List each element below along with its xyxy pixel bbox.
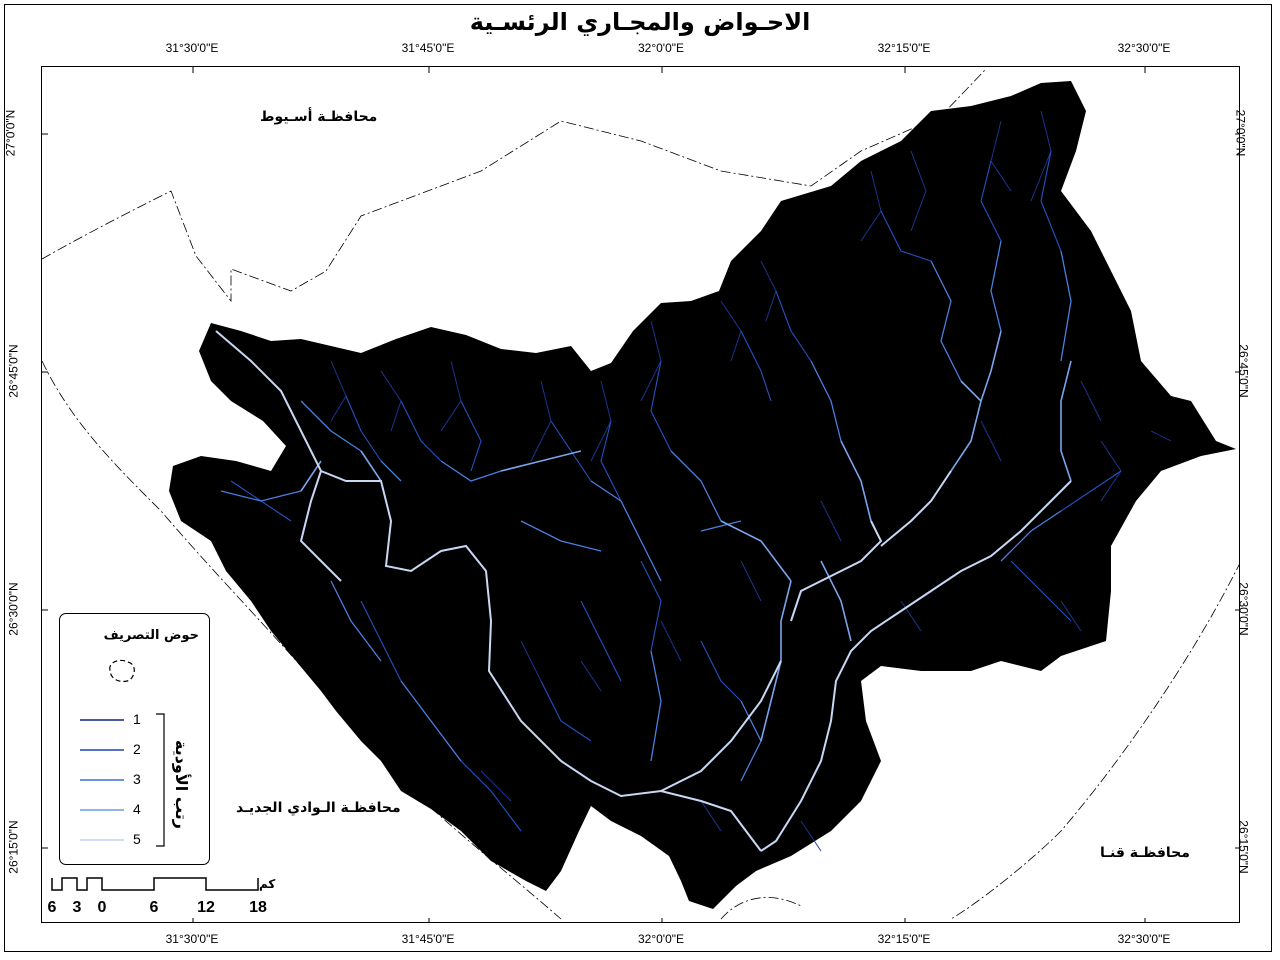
lon-label-top: 31°45'0"E <box>401 41 455 55</box>
scale-tick-label: 12 <box>197 899 215 916</box>
graticule-ticks <box>42 67 1239 922</box>
lon-label-bottom: 32°15'0"E <box>877 932 931 946</box>
map-legend: حوض التصريف 1 2 3 4 5 <box>59 613 210 865</box>
scale-tick-label: 6 <box>47 899 57 916</box>
scale-bar <box>51 877 259 891</box>
lat-label-left: 26°45'0"N <box>6 344 21 398</box>
map-canvas <box>42 67 1239 922</box>
lon-label-top: 32°15'0"E <box>877 41 931 55</box>
legend-bracket <box>156 713 165 847</box>
legend-order-label: 5 <box>133 831 141 847</box>
scale-tick-label: 3 <box>72 899 82 916</box>
basin-symbol-icon <box>109 659 135 683</box>
outer-frame <box>4 4 1272 952</box>
boundary-south <box>720 897 802 920</box>
lat-label-left: 27°0'0"N <box>3 109 18 157</box>
map-title: الاحـواض والمجـاري الرئسـية <box>469 8 811 36</box>
legend-order-label: 2 <box>133 741 141 757</box>
map-frame <box>41 66 1240 923</box>
gov-label-new-valley: محافظـة الـوادي الجديـد <box>236 800 401 816</box>
lat-label-left: 26°15'0"N <box>6 820 21 874</box>
lon-label-top: 32°30'0"E <box>1117 41 1171 55</box>
lon-label-bottom: 31°30'0"E <box>165 932 219 946</box>
drainage-basin <box>169 81 1236 909</box>
boundary-east <box>950 564 1239 920</box>
lon-label-bottom: 32°30'0"E <box>1117 932 1171 946</box>
stream-order-swatches <box>80 719 124 841</box>
lon-label-top: 32°0'0"E <box>637 41 685 55</box>
boundary-north <box>42 68 987 303</box>
scale-tick-label: 6 <box>149 899 159 916</box>
legend-order-label: 1 <box>133 711 141 727</box>
legend-basin-title: حوض التصريف <box>103 628 199 643</box>
scale-unit-label: كم <box>259 877 276 891</box>
scale-tick-label: 0 <box>97 899 107 916</box>
gov-label-qena: محافظـة قنـا <box>1100 845 1190 861</box>
legend-order-label: 4 <box>133 801 141 817</box>
boundary-west <box>42 360 562 920</box>
legend-stream-order-title: رتب الأودية <box>172 739 191 829</box>
lon-label-bottom: 32°0'0"E <box>637 932 685 946</box>
scale-tick-label: 18 <box>249 899 267 916</box>
streams-order-2 <box>230 150 1122 832</box>
legend-order-label: 3 <box>133 771 141 787</box>
gov-label-assiut: محافظـة أسـيوط <box>260 109 378 125</box>
governorate-boundaries <box>42 68 1239 920</box>
lon-label-bottom: 31°45'0"E <box>401 932 455 946</box>
lat-label-left: 26°30'0"N <box>6 582 21 636</box>
lon-label-top: 31°30'0"E <box>165 41 219 55</box>
streams-order-5 <box>215 330 1072 852</box>
